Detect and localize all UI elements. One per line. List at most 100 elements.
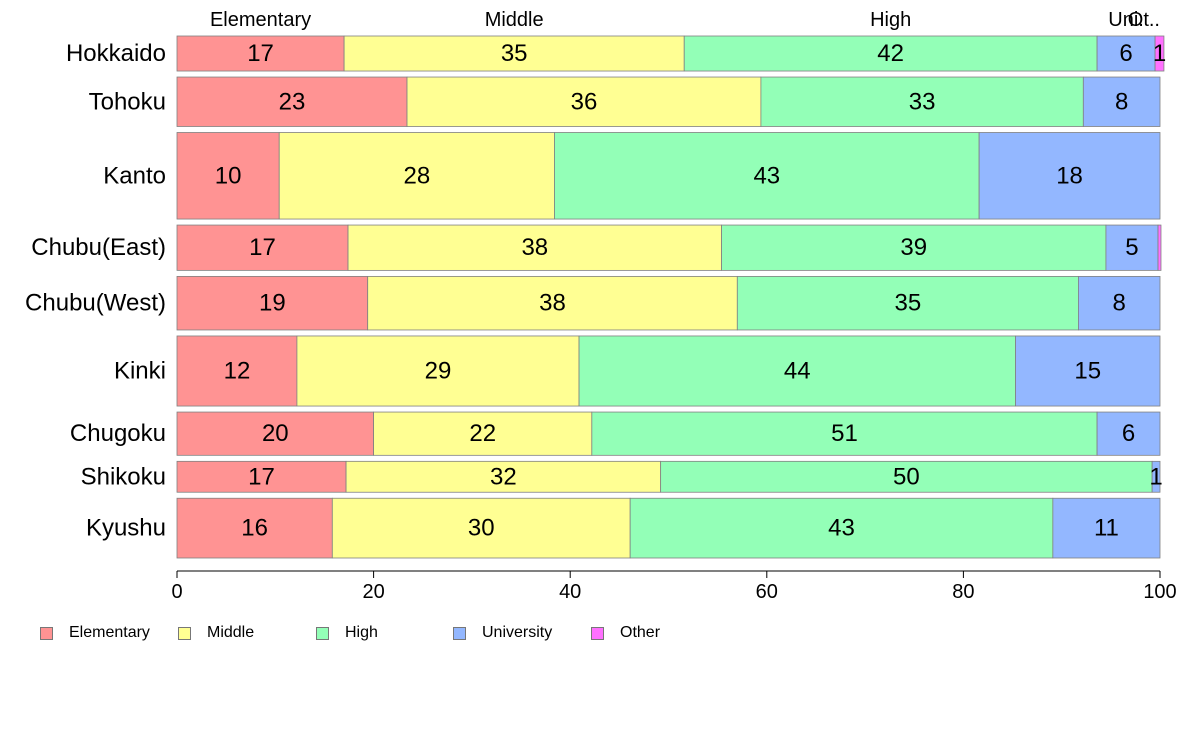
y-tick-label: Kanto [103,162,166,189]
y-tick-label: Shikoku [81,463,166,490]
y-tick-label: Hokkaido [66,40,166,67]
legend-label-high: High [345,624,378,641]
x-tick-label: 0 [171,581,182,603]
data-label: 18 [1056,162,1083,189]
bar-segment-high [591,411,1098,456]
legend-label-university: University [482,624,553,641]
bar-segment-elementary [176,224,349,271]
bar-segment-middle [373,411,593,456]
data-label: 8 [1113,290,1126,317]
bar-segment-university [1096,411,1161,456]
data-label: 19 [259,290,286,317]
data-label: 17 [249,234,276,261]
bar-segment-middle [343,35,685,72]
bar-segment-middle [345,460,662,493]
x-tick-label: 40 [559,581,581,603]
data-label: 42 [877,40,904,67]
x-tick-label: 100 [1143,581,1176,603]
column-label: High [870,9,911,31]
y-tick-label: Kyushu [86,515,166,542]
legend-swatch-elementary [40,626,53,640]
legend-swatch-middle [178,626,191,640]
column-label: Uni. [1108,9,1144,31]
x-tick-label: 20 [362,581,384,603]
data-label: 5 [1125,234,1138,261]
data-label: 39 [900,234,927,261]
column-label: Elementary [210,9,311,31]
data-label: 51 [831,420,858,447]
bar-segment-other [1157,224,1162,271]
legend-label-other: Other [620,624,661,641]
bar-segment-elementary [176,132,280,220]
data-label: 38 [539,290,566,317]
data-label: 36 [571,88,598,115]
data-label: 35 [501,40,528,67]
data-label: 32 [490,463,517,490]
data-label: 22 [469,420,496,447]
bar-segment-elementary [176,335,298,407]
legend-item-elementary: Elementary [40,624,150,642]
legend-label-middle: Middle [207,624,255,641]
bar-segment-other [1154,35,1165,72]
data-label: 30 [468,515,495,542]
data-label: 17 [248,463,275,490]
legend-swatch-university [453,626,466,640]
bar-segment-high [660,460,1153,493]
data-label: 35 [895,290,922,317]
data-label: 1 [1153,40,1166,67]
legend-item-high: High [316,624,378,642]
data-label: 43 [753,162,780,189]
bar-segment-middle [347,224,722,271]
legend-label-elementary: Elementary [69,624,150,641]
bar-segment-middle [406,76,762,127]
legend-swatch-other [591,626,604,640]
data-label: 10 [215,162,242,189]
data-label: 8 [1115,88,1128,115]
bar-segment-university [1082,76,1161,127]
bar-segment-middle [367,275,738,331]
column-label: Ot.. [1128,9,1160,31]
y-tick-label: Tohoku [89,88,166,115]
bar-segment-university [1015,335,1161,407]
bar-segment-high [578,335,1016,407]
legend-item-university: University [453,624,552,642]
data-label: 12 [224,358,251,385]
x-tick-label: 60 [756,581,778,603]
data-label: 6 [1122,420,1135,447]
y-tick-label: Chugoku [70,420,166,447]
data-label: 20 [262,420,289,447]
data-label: 15 [1074,358,1101,385]
bar-segment-elementary [176,411,375,456]
data-label: 44 [784,358,811,385]
legend-swatch-high [316,626,329,640]
data-label: 33 [909,88,936,115]
data-label: 6 [1119,40,1132,67]
data-label: 29 [425,358,452,385]
bar-segment-elementary [176,35,345,72]
data-label: 23 [279,88,306,115]
bar-segment-university [1151,460,1161,493]
data-label: 16 [241,515,268,542]
x-tick-label: 80 [952,581,974,603]
data-label: 28 [404,162,431,189]
data-label: 50 [893,463,920,490]
data-label: 43 [828,515,855,542]
y-tick-label: Chubu(West) [25,290,166,317]
data-label: 17 [247,40,274,67]
bar-segment-high [629,497,1054,559]
data-label: 1 [1149,463,1162,490]
bar-segment-university [978,132,1161,220]
bar-segment-middle [296,335,580,407]
legend-item-middle: Middle [178,624,254,642]
bar-segment-university [1078,275,1161,331]
bar-segment-university [1052,497,1161,559]
bar-segment-university [1096,35,1156,72]
legend-item-other: Other [591,624,660,642]
bar-segment-middle [331,497,631,559]
bar-segment-elementary [176,460,347,493]
bar-segment-high [760,76,1084,127]
bar-segment-high [721,224,1107,271]
data-label: 11 [1094,515,1119,542]
y-tick-label: Kinki [114,358,166,385]
